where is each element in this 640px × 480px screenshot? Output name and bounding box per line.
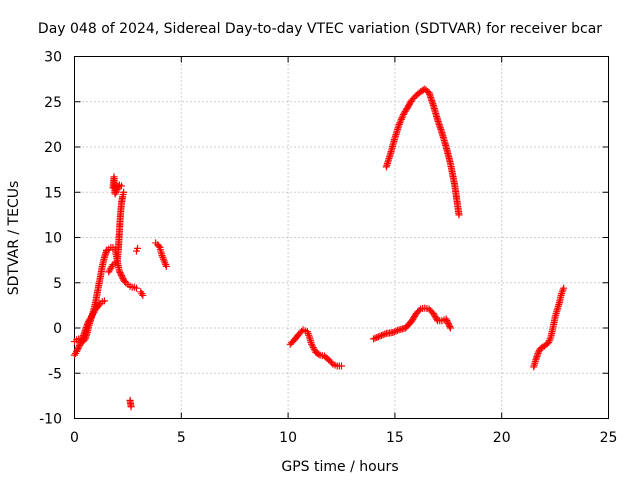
data-point [305,331,313,339]
x-axis-label: GPS time / hours [281,459,398,475]
data-point [308,340,316,348]
data-point [370,335,378,343]
data-point [121,277,129,285]
data-point [444,319,452,327]
y-tick-label: 25 [44,95,62,111]
data-point [139,291,147,299]
data-point [127,403,135,411]
data-point [138,290,146,298]
data-point [394,326,402,334]
data-point [309,344,317,352]
y-tick-label: -5 [48,366,62,382]
x-tick-label: 10 [279,430,297,446]
data-point [113,187,121,195]
data-point [446,324,454,332]
data-point [389,329,397,337]
data-point [75,341,83,349]
data-point [371,334,379,342]
data-point [114,184,122,192]
data-point [73,346,81,354]
x-tick-label: 25 [600,430,618,446]
data-point [120,188,128,196]
data-point [398,114,406,122]
data-point [374,333,382,341]
data-point [115,267,123,275]
y-axis-label: SDTVAR / TECUs [6,181,22,296]
x-tick-labels: 0 5 10 15 20 25 [70,430,617,446]
data-point [113,186,121,194]
y-tick-label: 10 [44,231,62,247]
y-tick-label: 5 [53,276,62,292]
y-tick-label: 30 [44,50,62,66]
data-point [117,270,125,278]
data-point [442,315,450,323]
data-point [100,297,108,305]
data-point [446,322,454,330]
data-point [338,362,345,370]
chart-title: Day 048 of 2024, Sidereal Day-to-day VTE… [38,21,602,37]
y-tick-label: -10 [39,412,62,428]
data-point [373,334,381,342]
data-point [379,331,387,339]
data-point [396,119,404,127]
data-point [308,342,316,350]
data-point [117,272,125,280]
data-point [433,315,441,323]
data-point [328,359,336,367]
x-tick-label: 15 [386,430,404,446]
plot-frame [74,56,609,419]
data-point [132,284,140,292]
x-tick-label: 5 [177,430,186,446]
data-point [534,349,542,357]
data-point [445,321,453,329]
data-point [134,244,142,252]
data-point [443,316,451,324]
data-point [75,343,83,351]
data-point [315,350,323,358]
data-point [390,328,398,336]
data-point [378,331,386,339]
data-point [116,268,124,276]
data-point [118,273,126,281]
data-point [399,112,407,120]
y-tick-label: 0 [53,321,62,337]
data-point [455,211,463,219]
data-point [397,117,405,125]
data-point [73,348,81,356]
data-point [560,284,568,292]
data-point [558,288,566,296]
data-point [381,330,389,338]
data-points [71,85,568,411]
y-tick-labels: -10 -5 0 5 10 15 20 25 30 [39,50,62,428]
data-point [535,348,543,356]
data-point [376,332,384,340]
data-point [74,345,82,353]
y-tick-label: 20 [44,140,62,156]
data-point [397,115,405,123]
data-point [415,307,423,315]
x-tick-label: 20 [493,430,511,446]
data-point [162,262,170,270]
data-point [310,345,318,353]
data-point [155,242,163,250]
data-point [444,318,452,326]
data-point [112,189,120,197]
y-tick-label: 15 [44,185,62,201]
data-point [395,120,403,128]
x-tick-label: 0 [70,430,79,446]
data-point [117,182,125,190]
data-point [80,336,88,344]
data-point [111,190,119,198]
data-point [392,327,400,335]
grid [74,56,609,419]
